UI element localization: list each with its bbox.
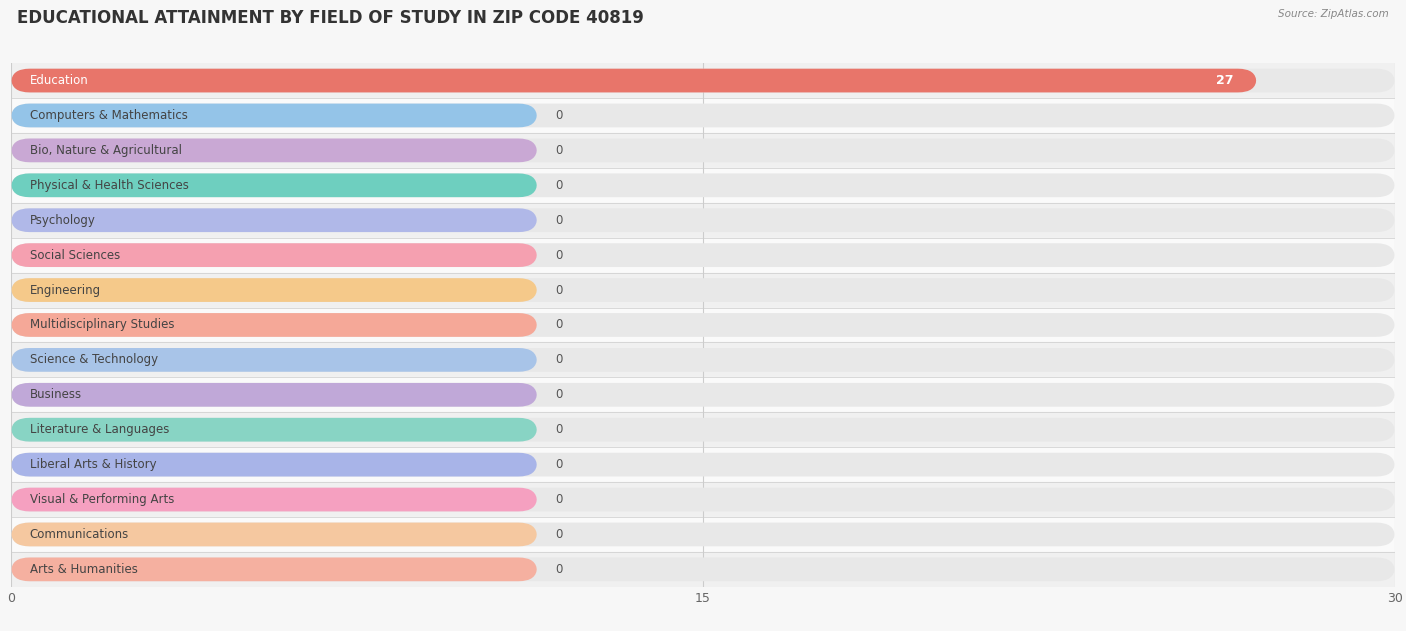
Text: Literature & Languages: Literature & Languages bbox=[30, 423, 169, 436]
Text: Education: Education bbox=[30, 74, 89, 87]
FancyBboxPatch shape bbox=[11, 453, 537, 476]
FancyBboxPatch shape bbox=[11, 174, 1395, 197]
Text: Liberal Arts & History: Liberal Arts & History bbox=[30, 458, 156, 471]
Text: 0: 0 bbox=[555, 144, 562, 157]
Text: Source: ZipAtlas.com: Source: ZipAtlas.com bbox=[1278, 9, 1389, 20]
Text: 0: 0 bbox=[555, 283, 562, 297]
Bar bbox=[11, 412, 1395, 447]
FancyBboxPatch shape bbox=[11, 174, 537, 197]
Text: 27: 27 bbox=[1216, 74, 1233, 87]
Text: 0: 0 bbox=[555, 458, 562, 471]
FancyBboxPatch shape bbox=[11, 103, 537, 127]
FancyBboxPatch shape bbox=[11, 139, 537, 162]
Text: 0: 0 bbox=[555, 214, 562, 227]
FancyBboxPatch shape bbox=[11, 278, 537, 302]
Text: 0: 0 bbox=[555, 388, 562, 401]
Text: Bio, Nature & Agricultural: Bio, Nature & Agricultural bbox=[30, 144, 181, 157]
FancyBboxPatch shape bbox=[11, 208, 1395, 232]
Text: 0: 0 bbox=[555, 493, 562, 506]
Text: 0: 0 bbox=[555, 249, 562, 262]
Bar bbox=[11, 377, 1395, 412]
Text: Arts & Humanities: Arts & Humanities bbox=[30, 563, 138, 576]
FancyBboxPatch shape bbox=[11, 244, 537, 267]
Bar bbox=[11, 133, 1395, 168]
Bar bbox=[11, 517, 1395, 552]
FancyBboxPatch shape bbox=[11, 383, 537, 406]
Text: 0: 0 bbox=[555, 353, 562, 367]
Bar bbox=[11, 343, 1395, 377]
FancyBboxPatch shape bbox=[11, 558, 537, 581]
FancyBboxPatch shape bbox=[11, 383, 1395, 406]
Bar bbox=[11, 552, 1395, 587]
FancyBboxPatch shape bbox=[11, 313, 1395, 337]
Bar bbox=[11, 447, 1395, 482]
FancyBboxPatch shape bbox=[11, 558, 1395, 581]
FancyBboxPatch shape bbox=[11, 69, 1257, 92]
FancyBboxPatch shape bbox=[11, 522, 537, 546]
Bar bbox=[11, 273, 1395, 307]
Text: 0: 0 bbox=[555, 563, 562, 576]
FancyBboxPatch shape bbox=[11, 278, 1395, 302]
FancyBboxPatch shape bbox=[11, 453, 1395, 476]
Text: 0: 0 bbox=[555, 423, 562, 436]
FancyBboxPatch shape bbox=[11, 522, 1395, 546]
FancyBboxPatch shape bbox=[11, 244, 1395, 267]
FancyBboxPatch shape bbox=[11, 139, 1395, 162]
FancyBboxPatch shape bbox=[11, 488, 537, 511]
Text: 0: 0 bbox=[555, 109, 562, 122]
FancyBboxPatch shape bbox=[11, 488, 1395, 511]
Text: Computers & Mathematics: Computers & Mathematics bbox=[30, 109, 187, 122]
Text: EDUCATIONAL ATTAINMENT BY FIELD OF STUDY IN ZIP CODE 40819: EDUCATIONAL ATTAINMENT BY FIELD OF STUDY… bbox=[17, 9, 644, 28]
Bar bbox=[11, 482, 1395, 517]
Text: Physical & Health Sciences: Physical & Health Sciences bbox=[30, 179, 188, 192]
FancyBboxPatch shape bbox=[11, 208, 537, 232]
Text: Psychology: Psychology bbox=[30, 214, 96, 227]
FancyBboxPatch shape bbox=[11, 418, 537, 442]
FancyBboxPatch shape bbox=[11, 418, 1395, 442]
Text: Communications: Communications bbox=[30, 528, 129, 541]
Text: 0: 0 bbox=[555, 528, 562, 541]
FancyBboxPatch shape bbox=[11, 69, 1395, 92]
Bar bbox=[11, 203, 1395, 238]
Text: Science & Technology: Science & Technology bbox=[30, 353, 157, 367]
Text: 0: 0 bbox=[555, 179, 562, 192]
Bar bbox=[11, 168, 1395, 203]
Text: Engineering: Engineering bbox=[30, 283, 101, 297]
Text: 0: 0 bbox=[555, 319, 562, 331]
Text: Business: Business bbox=[30, 388, 82, 401]
Text: Visual & Performing Arts: Visual & Performing Arts bbox=[30, 493, 174, 506]
FancyBboxPatch shape bbox=[11, 348, 537, 372]
Bar bbox=[11, 307, 1395, 343]
FancyBboxPatch shape bbox=[11, 348, 1395, 372]
FancyBboxPatch shape bbox=[11, 313, 537, 337]
Bar bbox=[11, 238, 1395, 273]
Text: Multidisciplinary Studies: Multidisciplinary Studies bbox=[30, 319, 174, 331]
Text: Social Sciences: Social Sciences bbox=[30, 249, 120, 262]
Bar bbox=[11, 63, 1395, 98]
Bar bbox=[11, 98, 1395, 133]
FancyBboxPatch shape bbox=[11, 103, 1395, 127]
